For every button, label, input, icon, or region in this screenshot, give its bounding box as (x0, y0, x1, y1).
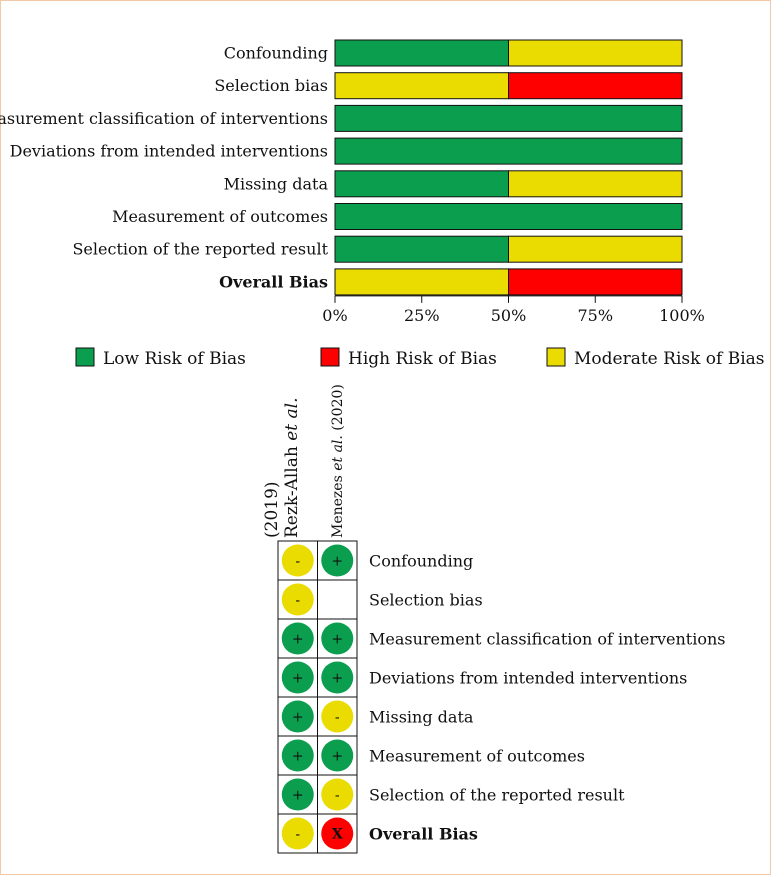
judgement-dot (321, 739, 354, 772)
bar-segment (508, 72, 683, 100)
domain-label: Deviations from intended interventions (369, 669, 687, 688)
category-label: Confounding (224, 44, 328, 63)
bar-segment (334, 203, 683, 230)
judgement-dot (321, 622, 354, 655)
domain-label: Selection of the reported result (369, 786, 625, 805)
judgement-dot (321, 700, 354, 733)
bar-segment (334, 72, 509, 100)
category-label: Deviations from intended interventions (10, 142, 328, 161)
category-label: Missing data (224, 174, 329, 193)
judgement-symbol: + (292, 710, 304, 726)
judgement-dot (321, 778, 354, 811)
legend-swatch (546, 347, 566, 367)
study-year: (2019) (262, 481, 282, 538)
judgement-dot (281, 778, 314, 811)
category-label: Overall Bias (219, 272, 328, 291)
judgement-symbol: + (331, 554, 343, 570)
domain-label: Selection bias (369, 591, 483, 610)
judgement-symbol: + (292, 749, 304, 765)
study-name: Rezk-Allah et al. (282, 398, 302, 538)
category-label: Selection bias (214, 76, 328, 95)
judgement-symbol: + (292, 788, 304, 804)
judgement-dot (321, 544, 354, 577)
bar-segment (508, 268, 683, 296)
judgement-dot (281, 583, 314, 616)
legend-label: High Risk of Bias (348, 349, 497, 369)
judgement-dot (281, 622, 314, 655)
judgement-symbol: - (295, 827, 300, 843)
judgement-dot (281, 544, 314, 577)
x-tick-label: 25% (404, 306, 440, 325)
bar-segment (334, 137, 683, 165)
judgement-dot (281, 739, 314, 772)
legend-label: Moderate Risk of Bias (574, 349, 765, 369)
study-name: Menezes et al. (2020) (330, 384, 346, 538)
domain-label: Measurement of outcomes (369, 747, 585, 766)
study-label-2: Menezes et al. (2020) (330, 384, 346, 538)
judgement-symbol: + (331, 671, 343, 687)
bar-segment (508, 170, 683, 198)
legend-label: Low Risk of Bias (103, 349, 246, 369)
judgement-dot (281, 700, 314, 733)
judgement-dot (321, 817, 354, 850)
bar-segment (334, 170, 509, 198)
bar-segment (334, 104, 683, 132)
judgement-symbol: + (331, 749, 343, 765)
x-tick-label: 0% (322, 306, 347, 325)
domain-label: Overall Bias (369, 825, 478, 844)
judgement-symbol: - (335, 788, 340, 804)
judgement-symbol: + (292, 671, 304, 687)
judgement-symbol: + (331, 632, 343, 648)
judgement-dot (321, 661, 354, 694)
judgement-dot (281, 817, 314, 850)
x-tick-label: 75% (577, 306, 613, 325)
legend-swatch (75, 347, 95, 367)
judgement-symbol: X (332, 827, 343, 843)
study-label-1: Rezk-Allah et al.(2019) (262, 398, 302, 538)
bar-segment (334, 39, 509, 67)
domain-label: Missing data (369, 708, 474, 727)
judgement-symbol: - (335, 710, 340, 726)
x-tick-label: 50% (491, 306, 527, 325)
judgement-dot (281, 661, 314, 694)
x-tick-label: 100% (659, 306, 705, 325)
domain-label: Confounding (369, 552, 473, 571)
category-label: Measurement classification of interventi… (0, 109, 328, 128)
domain-label: Measurement classification of interventi… (369, 630, 726, 649)
judgement-symbol: + (292, 632, 304, 648)
judgement-symbol: - (295, 593, 300, 609)
category-label: Measurement of outcomes (112, 207, 328, 226)
legend-swatch (320, 347, 340, 367)
bar-segment (508, 235, 683, 263)
bar-segment (508, 39, 683, 67)
bar-segment (334, 235, 509, 263)
category-label: Selection of the reported result (72, 240, 328, 259)
judgement-symbol: - (295, 554, 300, 570)
